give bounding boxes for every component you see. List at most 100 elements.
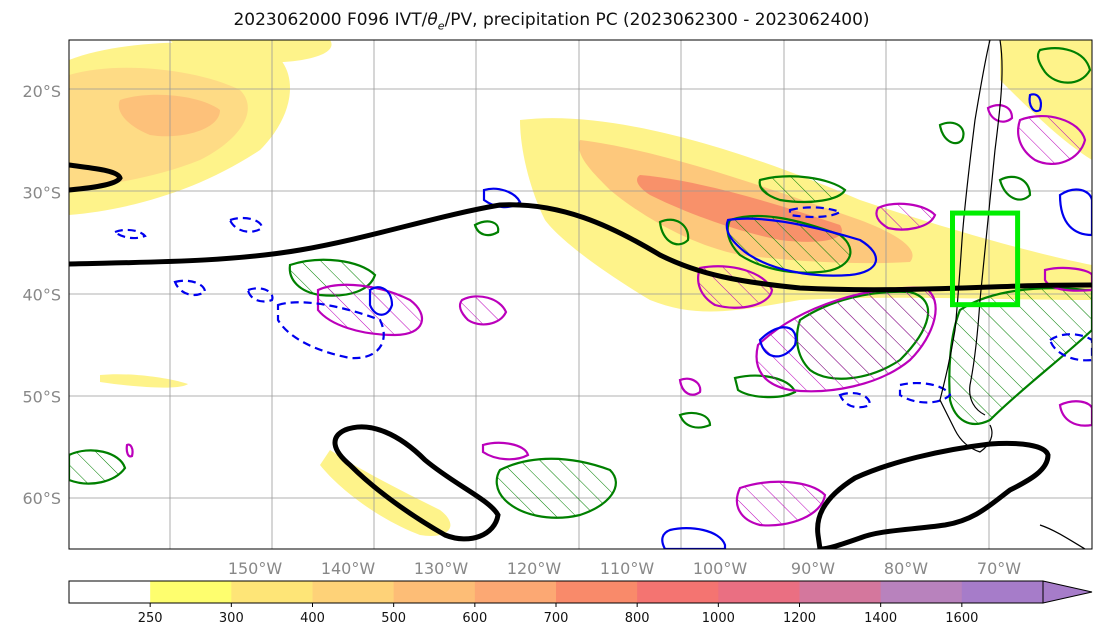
lon-label: 150°W (228, 559, 283, 578)
colorbar-box (637, 581, 719, 603)
lon-label: 110°W (600, 559, 655, 578)
pv-region-7 (1028, 93, 1042, 113)
colorbar-boxes (69, 581, 1044, 603)
pv-region-12 (898, 381, 952, 404)
precip-region-14 (678, 411, 712, 429)
precip-region-8 (938, 121, 965, 145)
colorbar-label: 600 (462, 611, 487, 626)
purple-region-10 (678, 377, 702, 396)
coastline-chile (939, 40, 993, 453)
colorbar-box (799, 581, 882, 603)
pv-region-10 (228, 216, 264, 233)
pv-region-8 (276, 301, 385, 360)
pv-region-16 (246, 287, 274, 303)
pv-region-5 (482, 187, 522, 209)
ivt-band-west-core (118, 94, 220, 137)
colorbar-label: 1600 (945, 611, 978, 626)
precip-region-3 (948, 287, 1092, 426)
precip-region-10 (733, 374, 797, 399)
title-prefix: 2023062000 F096 IVT/ (233, 10, 428, 30)
colorbar-box (718, 581, 800, 603)
colorbar-label: 300 (219, 611, 244, 626)
theta-e-line-south-loop (332, 424, 501, 542)
purple-region-12 (1058, 400, 1092, 427)
purple-region-2 (316, 283, 423, 337)
colorbar-extend-arrow (1042, 580, 1093, 604)
map-panel (69, 40, 1092, 549)
highlight-box (950, 210, 1021, 308)
colorbar-label: 250 (138, 611, 163, 626)
purple-region-6 (458, 295, 508, 326)
lon-label: 100°W (693, 559, 748, 578)
lon-label: 130°W (414, 559, 469, 578)
title-theta: θ (427, 10, 438, 30)
colorbar-box (150, 581, 232, 603)
colorbar-box (393, 581, 476, 603)
colorbar-box (312, 581, 395, 603)
map-title: 2023062000 F096 IVT/θe/PV, precipitation… (0, 10, 1103, 32)
pv-contours (112, 93, 1092, 549)
pv-region-1 (725, 217, 878, 277)
lat-label: 30°S (22, 184, 61, 203)
lat-label: 20°S (22, 82, 61, 101)
colorbar-label: 1000 (702, 611, 735, 626)
coastline (939, 40, 1086, 549)
lon-label: 90°W (791, 559, 835, 578)
precip-region-6 (758, 175, 847, 204)
colorbar-label: 1400 (864, 611, 897, 626)
colorbar-label: 700 (544, 611, 569, 626)
ivt-top-strip (170, 40, 332, 63)
colorbar: 250 300 400 500 600 700 800 1000 1200 1400 1600 (68, 580, 1093, 626)
title-theta-sub: e (437, 19, 445, 33)
pv-region-6 (1058, 188, 1092, 237)
lat-label: 60°S (22, 489, 61, 508)
pv-region-9 (788, 206, 843, 219)
colorbar-box (880, 581, 963, 603)
colorbar-box (474, 581, 557, 603)
longitude-labels: 150°W 140°W 130°W 120°W 110°W 100°W 90°W 80°W 70… (228, 559, 1021, 578)
theta-e-line-nw (69, 162, 123, 193)
purple-region-13 (125, 443, 134, 458)
colorbar-box (961, 581, 1044, 603)
title-suffix: /PV, precipitation PC (2023062300 - 2023… (444, 10, 870, 30)
purple-region-11 (481, 441, 530, 461)
colorbar-label: 500 (381, 611, 406, 626)
precip-region-9 (1036, 47, 1092, 84)
lon-label: 80°W (884, 559, 928, 578)
purple-region-1 (755, 286, 937, 393)
pv-region-2 (758, 326, 797, 358)
lon-label: 70°W (977, 559, 1021, 578)
coastline-andes (969, 40, 1003, 416)
pv-region-4 (661, 527, 727, 549)
map-frame (68, 39, 1093, 550)
coastline-patagonia (1039, 524, 1086, 549)
lat-label: 50°S (22, 387, 61, 406)
purple-region-9 (986, 104, 1014, 123)
lat-label: 40°S (22, 286, 61, 305)
precip-region-4 (495, 457, 617, 519)
colorbar-label: 1200 (783, 611, 816, 626)
colorbar-box (69, 581, 151, 603)
colorbar-label: 800 (625, 611, 650, 626)
latitude-labels: 20°S 30°S 40°S 50°S 60°S (22, 82, 61, 508)
precip-region-11 (473, 220, 500, 237)
purple-region-5 (875, 202, 937, 231)
ivt-small-strip (100, 374, 188, 388)
lon-label: 120°W (507, 559, 562, 578)
pv-region-13 (1048, 333, 1092, 362)
lon-label: 140°W (321, 559, 376, 578)
precip-region-7 (69, 449, 127, 485)
colorbar-box (556, 581, 638, 603)
colorbar-box (231, 581, 313, 603)
pv-region-3 (368, 286, 394, 316)
pv-region-15 (112, 228, 147, 240)
purple-region-4 (735, 480, 827, 527)
precip-region-12 (658, 218, 690, 246)
colorbar-label: 400 (300, 611, 325, 626)
pv-region-11 (173, 279, 207, 297)
theta-e-line-main (69, 202, 1092, 293)
purple-region-7 (1017, 115, 1087, 165)
precip-region-13 (998, 175, 1032, 201)
colorbar-labels: 250 300 400 500 600 700 800 1000 1200 1400 1600 (138, 603, 978, 626)
